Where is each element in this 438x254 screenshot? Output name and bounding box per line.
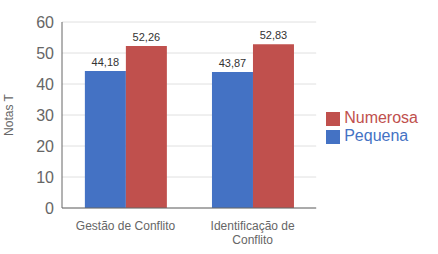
- svg-text:Notas T: Notas T: [8, 93, 16, 135]
- svg-text:Gestão de Conflito: Gestão de Conflito: [76, 219, 176, 233]
- svg-text:50: 50: [36, 45, 54, 62]
- svg-text:60: 60: [36, 14, 54, 31]
- svg-text:Identificação deConflito: Identificação deConflito: [211, 219, 295, 247]
- svg-text:10: 10: [36, 169, 54, 186]
- svg-text:52,26: 52,26: [133, 31, 161, 43]
- svg-text:0: 0: [45, 200, 54, 217]
- svg-text:30: 30: [36, 107, 54, 124]
- html-text:Pequena: Pequena: [344, 127, 409, 144]
- svg-text:44,18: 44,18: [92, 56, 120, 68]
- svg-text:20: 20: [36, 138, 54, 155]
- svg-text:52,83: 52,83: [260, 29, 288, 41]
- html-text:Numerosa: Numerosa: [344, 109, 418, 126]
- svg-text:40: 40: [36, 76, 54, 93]
- svg-text:43,87: 43,87: [219, 57, 247, 69]
